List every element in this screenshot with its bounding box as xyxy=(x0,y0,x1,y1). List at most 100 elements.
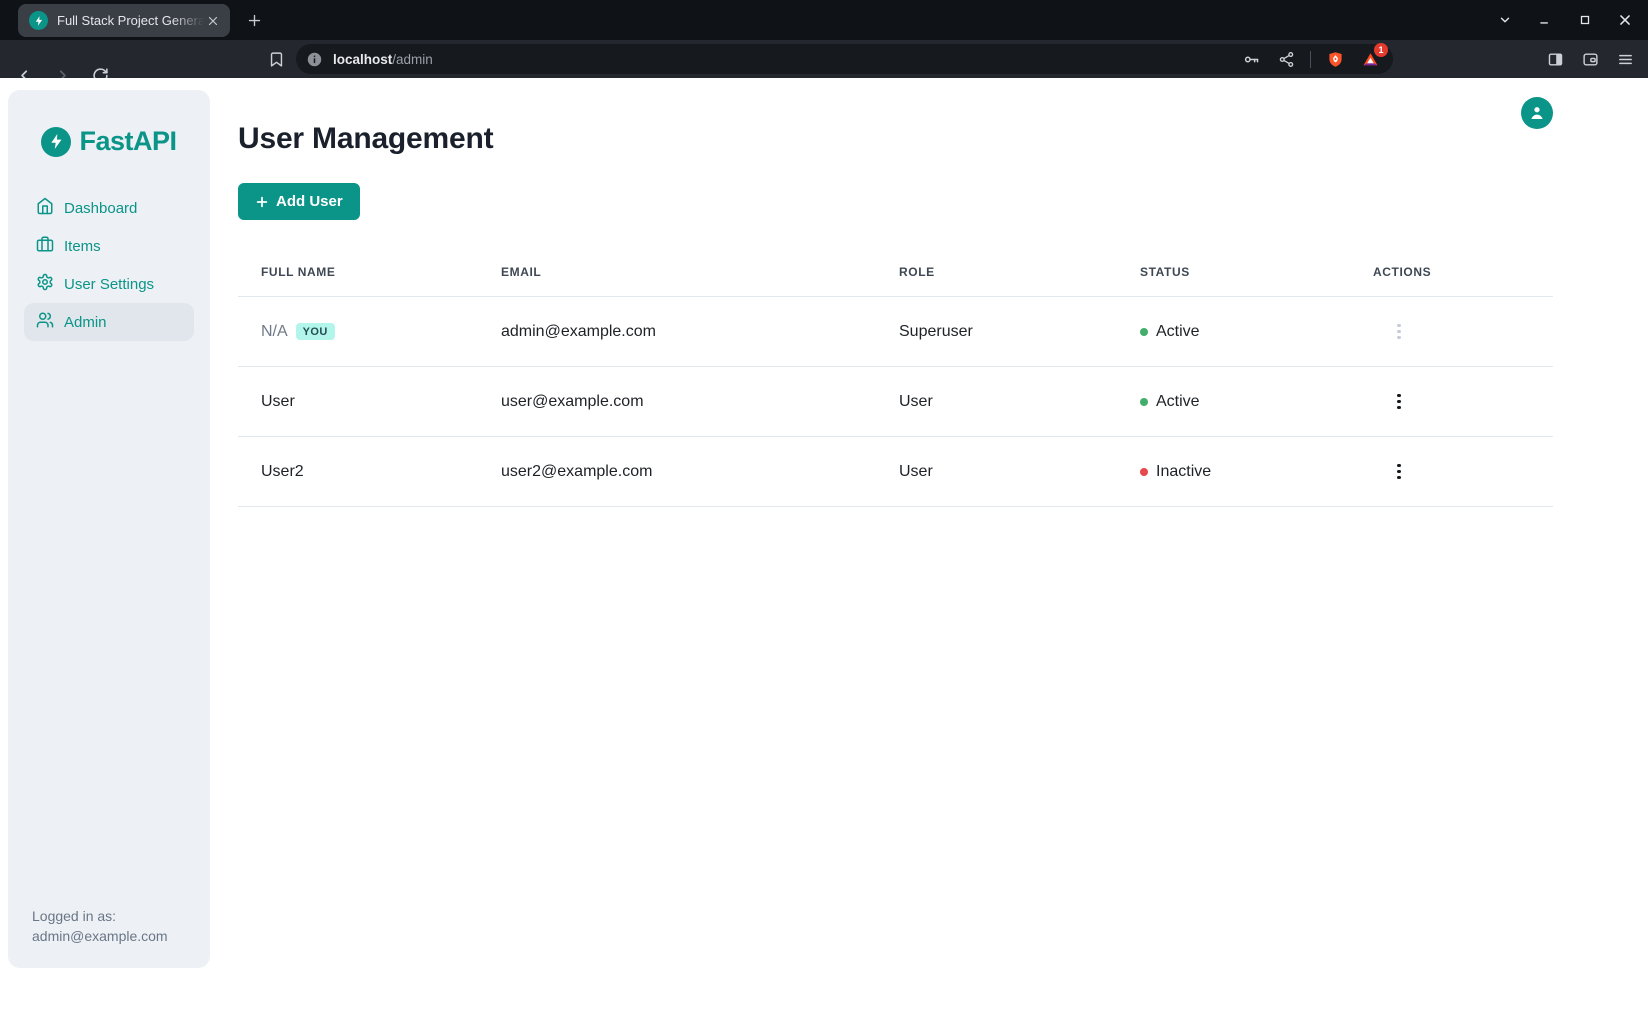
site-info-icon[interactable] xyxy=(306,51,323,68)
status-dot-icon xyxy=(1140,397,1148,406)
briefcase-icon xyxy=(36,235,54,257)
url-host: localhost xyxy=(333,51,393,67)
full-name-text: User2 xyxy=(261,462,304,480)
brave-rewards-icon[interactable]: 1 xyxy=(1359,43,1388,70)
sidebar-item-label: Items xyxy=(64,237,101,255)
forward-icon[interactable] xyxy=(46,62,78,88)
sidebar-nav: Dashboard Items User Settings Admin xyxy=(8,189,210,341)
row-actions-kebab-icon[interactable] xyxy=(1387,460,1411,484)
browser-toolbar: localhost/admin 1 xyxy=(0,40,1648,83)
sidebar-item-user-settings[interactable]: User Settings xyxy=(24,265,194,303)
you-badge: YOU xyxy=(295,323,335,340)
address-bar[interactable]: localhost/admin 1 xyxy=(296,43,1393,74)
sidebar-item-label: User Settings xyxy=(64,275,155,293)
col-header-email: Email xyxy=(501,265,542,279)
cell-email: admin@example.com xyxy=(478,323,876,341)
user-icon xyxy=(1531,107,1543,119)
table-row: N/A YOU admin@example.com Superuser Acti… xyxy=(238,296,1553,366)
cell-email: user@example.com xyxy=(478,393,876,411)
plus-icon xyxy=(256,196,268,207)
table-row: User user@example.com User Active xyxy=(238,366,1553,436)
bookmark-icon[interactable] xyxy=(263,46,289,72)
row-actions-kebab-icon[interactable] xyxy=(1387,320,1411,344)
role-text: Superuser xyxy=(899,322,973,340)
table-header-row: Full Name Email Role Status Actions xyxy=(238,248,1553,296)
side-panel-icon[interactable] xyxy=(1542,46,1568,72)
users-icon xyxy=(36,311,54,333)
window-close-icon[interactable] xyxy=(1610,5,1640,35)
col-header-status: Status xyxy=(1140,265,1190,279)
cell-status: Inactive xyxy=(1117,463,1350,481)
fastapi-bolt-icon xyxy=(41,126,72,157)
cell-role: User xyxy=(876,463,1117,481)
logo: FastAPI xyxy=(8,126,210,157)
password-key-icon[interactable] xyxy=(1240,48,1262,70)
cell-full-name: N/A YOU xyxy=(238,323,478,341)
cell-full-name: User xyxy=(238,393,478,411)
cell-status: Active xyxy=(1117,323,1350,341)
row-actions-kebab-icon[interactable] xyxy=(1387,390,1411,414)
share-icon[interactable] xyxy=(1275,48,1297,70)
cell-role: Superuser xyxy=(876,323,1117,341)
cell-status: Active xyxy=(1117,393,1350,411)
minimize-icon[interactable] xyxy=(1530,5,1560,35)
gear-icon xyxy=(36,273,54,295)
col-header-full-name: Full Name xyxy=(261,265,336,279)
fastapi-favicon-icon xyxy=(29,11,48,30)
status-dot-icon xyxy=(1140,467,1148,476)
user-avatar-button[interactable] xyxy=(1521,97,1553,129)
sidebar-item-admin[interactable]: Admin xyxy=(24,303,194,341)
logged-in-email: admin@example.com xyxy=(32,928,168,944)
cell-actions xyxy=(1350,320,1553,344)
sidebar-footer: Logged in as: admin@example.com xyxy=(32,906,168,946)
tab-search-chevron-icon[interactable] xyxy=(1490,5,1520,35)
back-icon[interactable] xyxy=(8,62,40,88)
status-text: Active xyxy=(1156,392,1200,410)
page-title: User Management xyxy=(238,122,494,155)
sidebar-item-dashboard[interactable]: Dashboard xyxy=(24,189,194,227)
email-text: admin@example.com xyxy=(501,322,656,340)
browser-titlebar: Full Stack Project Genera xyxy=(0,0,1648,40)
divider xyxy=(1310,50,1311,68)
sidebar-item-label: Admin xyxy=(64,313,107,331)
wallet-icon[interactable] xyxy=(1577,46,1603,72)
sidebar-item-items[interactable]: Items xyxy=(24,227,194,265)
menu-icon[interactable] xyxy=(1612,46,1638,72)
cell-actions xyxy=(1350,460,1553,484)
full-name-text: N/A xyxy=(261,322,288,340)
add-user-label: Add User xyxy=(276,193,343,210)
email-text: user@example.com xyxy=(501,392,644,410)
status-text: Inactive xyxy=(1156,462,1212,480)
table-body: N/A YOU admin@example.com Superuser Acti… xyxy=(238,296,1553,507)
browser-tab[interactable]: Full Stack Project Genera xyxy=(18,4,230,37)
rewards-badge: 1 xyxy=(1374,43,1388,57)
url-path: /admin xyxy=(392,51,433,67)
table-row: User2 user2@example.com User Inactive xyxy=(238,436,1553,506)
window-controls xyxy=(1490,0,1640,40)
logo-text: FastAPI xyxy=(79,126,177,156)
role-text: User xyxy=(899,462,933,480)
main-panel: User Management Add User Full Name Email… xyxy=(210,78,1648,507)
brave-shield-icon[interactable] xyxy=(1324,48,1346,70)
cell-actions xyxy=(1350,390,1553,414)
add-user-button[interactable]: Add User xyxy=(238,183,360,220)
url-text[interactable]: localhost/admin xyxy=(333,52,433,67)
cell-email: user2@example.com xyxy=(478,463,876,481)
sidebar: FastAPI Dashboard Items User Settings Admin… xyxy=(8,90,210,968)
tab-title: Full Stack Project Genera xyxy=(57,13,205,28)
status-dot-icon xyxy=(1140,327,1148,336)
maximize-icon[interactable] xyxy=(1570,5,1600,35)
full-name-text: User xyxy=(261,392,295,410)
address-bar-actions: 1 xyxy=(1240,43,1388,70)
toolbar-right xyxy=(1542,46,1638,72)
role-text: User xyxy=(899,392,933,410)
status-text: Active xyxy=(1156,322,1200,340)
new-tab-button[interactable] xyxy=(240,6,268,34)
logged-in-label: Logged in as: xyxy=(32,908,117,924)
users-table: Full Name Email Role Status Actions N/A … xyxy=(238,248,1553,507)
cell-full-name: User2 xyxy=(238,463,478,481)
home-icon xyxy=(36,197,54,219)
tab-close-icon[interactable] xyxy=(204,12,222,30)
col-header-role: Role xyxy=(899,265,935,279)
